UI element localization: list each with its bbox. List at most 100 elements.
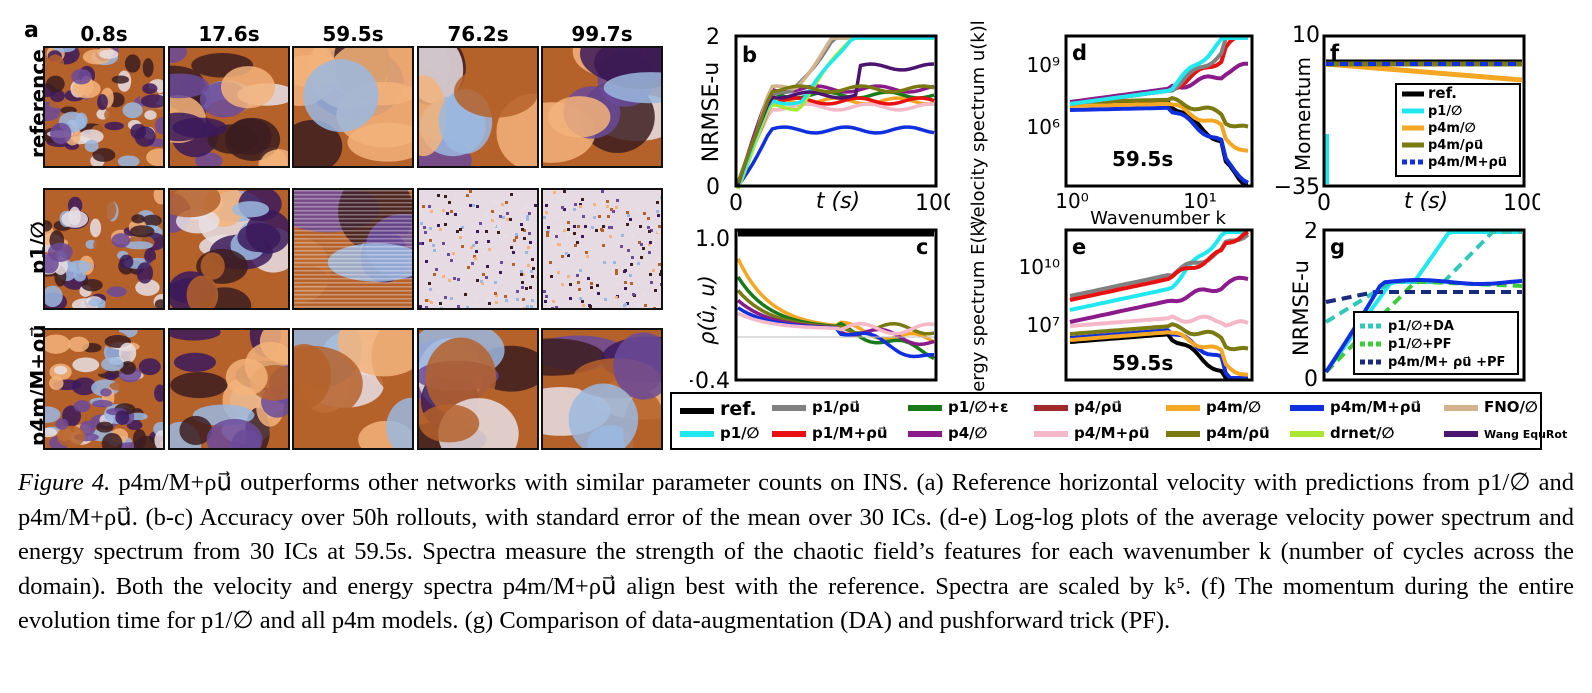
chart-b-ytick-top: 2 (706, 25, 720, 50)
legend-swatch (1034, 404, 1068, 411)
legend-swatch (1444, 404, 1478, 411)
chart-d-xtick-1: 10¹ (1183, 189, 1216, 213)
legend-swatch (908, 430, 942, 437)
chart-e-ytick-top: 10¹⁰ (1019, 255, 1060, 279)
chart-d-ylabel: Velocity spectrum u(k)k⁵ (968, 22, 989, 228)
legend-label: Wang EquRot (1484, 428, 1568, 441)
legend-label: p1/M+ρu⃗ (812, 424, 888, 442)
chart-d: d 59.5s 10⁹ 10⁶ 10⁰ 10¹ Wavenumber k Vel… (968, 22, 1254, 228)
series-p4_empty (1069, 275, 1249, 324)
legend-swatch (680, 407, 714, 414)
chart-b-ylabel: NRMSE-u (699, 62, 724, 162)
chart-f-letter: f (1330, 41, 1340, 65)
chart-g: g 2 0 NRMSE-u p1/∅+DA p1/∅+PF p4m/M+ ρu⃗ +… (1290, 222, 1526, 392)
caption-figure-label: Figure 4. (18, 469, 111, 496)
chart-b-letter: b (742, 43, 757, 67)
legend-item: p1/∅ (680, 424, 760, 442)
chart-f-legend: ref. p1/∅ p4m/∅ p4m/ρu⃗ p4m/M+ρu⃗ (1395, 83, 1521, 177)
series-p4m_empty (1069, 330, 1249, 377)
velocity-field-image (168, 328, 290, 450)
legend-label: p4m/M+ρu⃗ (1428, 155, 1507, 170)
legend-label: p1/∅ (720, 424, 760, 442)
legend-item: p1/ρu⃗ (772, 398, 860, 416)
legend-label: p1/∅ (1428, 104, 1462, 119)
legend-label: ref. (720, 398, 757, 420)
chart-f: f 10 −35 0 100 t (s) Momentum ref. p1/∅ p4… (1274, 23, 1540, 212)
chart-d-xtick-0: 10⁰ (1055, 189, 1088, 213)
main-legend: ref. p1/ρu⃗ p1/∅+ε p4/ρu⃗ p4m/∅ p4m/M+ρu⃗ FNO/… (670, 392, 1567, 450)
chart-e-ytick-bottom: 10⁷ (1027, 313, 1060, 337)
chart-f-ytick-bottom: −35 (1274, 175, 1320, 200)
legend-item: ref. (680, 398, 757, 420)
legend-item: drnet/∅ (1290, 424, 1394, 442)
legend-label: FNO/∅ (1484, 398, 1538, 416)
time-header: 17.6s (198, 22, 260, 46)
chart-b-xlabel: t (s) (816, 189, 860, 212)
series-p4_M_rho (737, 311, 935, 336)
chart-g-ytick-top: 2 (1304, 222, 1318, 244)
legend-item: p4m/M+ρu⃗ (1290, 398, 1421, 416)
series-p4_M_rho (1069, 314, 1249, 328)
chart-g-ylabel: NRMSE-u (1290, 260, 1313, 356)
legend-item: p4m/∅ (1166, 398, 1261, 416)
series-p1_rho (1069, 36, 1248, 106)
chart-f-xtick-0: 0 (1317, 191, 1331, 212)
series-p4m-pf (1325, 290, 1522, 304)
legend-item: p1/M+ρu⃗ (772, 424, 888, 442)
chart-e-annotation: 59.5s (1112, 351, 1173, 375)
chart-c-ytick-bottom: −0.4 (690, 369, 730, 392)
chart-d-annotation: 59.5s (1112, 147, 1173, 171)
legend-label: p4/ρu⃗ (1074, 398, 1123, 416)
velocity-field-image (292, 188, 414, 310)
legend-label: ref. (1428, 84, 1457, 102)
series-p4_M_rho (736, 102, 935, 185)
legend-swatch (772, 404, 806, 411)
series-p1_M_rho (1069, 230, 1249, 302)
legend-swatch (1166, 430, 1200, 437)
chart-g-legend: p1/∅+DA p1/∅+PF p4m/M+ ρu⃗ +PF (1353, 311, 1519, 375)
chart-g-ytick-bottom: 0 (1304, 367, 1318, 392)
legend-swatch (772, 430, 806, 437)
legend-item: p4/ρu⃗ (1034, 398, 1122, 416)
velocity-field-image (168, 188, 290, 310)
chart-f-xtick-100: 100 (1503, 191, 1540, 212)
legend-label: p4m/∅ (1206, 398, 1262, 416)
chart-b-ytick-bottom: 0 (706, 175, 720, 200)
series-p1-da-dashed (1324, 230, 1522, 324)
velocity-field-image (417, 328, 539, 450)
chart-c-ylabel: ρ(û, u) (695, 275, 719, 345)
velocity-field-image (292, 46, 414, 168)
series-wang (736, 62, 935, 185)
time-header: 0.8s (80, 22, 128, 46)
legend-label: p1/∅+DA (1388, 319, 1454, 334)
legend-swatch (1290, 404, 1324, 411)
chart-e-ylabel: Energy spectrum E(k)k⁵ (968, 222, 989, 392)
legend-swatch (1290, 430, 1324, 437)
chart-e: e 59.5s 10¹⁰ 10⁷ Energy spectrum E(k)k⁵ (968, 222, 1254, 392)
chart-c: c 1.0 −0.4 ρ(û, u) (690, 227, 938, 392)
velocity-field-image (541, 46, 663, 168)
time-header: 76.2s (447, 22, 509, 46)
chart-d-ytick-bottom: 10⁶ (1027, 115, 1060, 139)
chart-b-xtick-100: 100 (915, 191, 950, 212)
legend-label: p4m/ρu⃗ (1206, 424, 1270, 442)
chart-f-ytick-top: 10 (1292, 23, 1320, 48)
velocity-field-image (541, 328, 663, 450)
series-p4m_M_rho (1069, 105, 1249, 185)
time-header: 59.5s (322, 22, 384, 46)
chart-e-letter: e (1072, 235, 1086, 259)
legend-label: p4/∅ (948, 424, 988, 442)
chart-c-letter: c (916, 235, 928, 259)
panel-a-letter: a (24, 18, 39, 43)
series-p4m_M_rho (736, 125, 935, 188)
legend-label: drnet/∅ (1330, 424, 1395, 442)
legend-item: p1/∅+ε (908, 398, 1008, 416)
chart-f-ylabel: Momentum (1291, 57, 1315, 171)
velocity-field-image (417, 46, 539, 168)
chart-d-ytick-top: 10⁹ (1027, 53, 1060, 77)
chart-d-xlabel: Wavenumber k (1090, 208, 1226, 228)
legend-swatch (1034, 430, 1068, 437)
velocity-field-image (43, 328, 165, 450)
chart-b-xtick-0: 0 (729, 191, 743, 212)
series-p1_empty (1069, 230, 1248, 312)
